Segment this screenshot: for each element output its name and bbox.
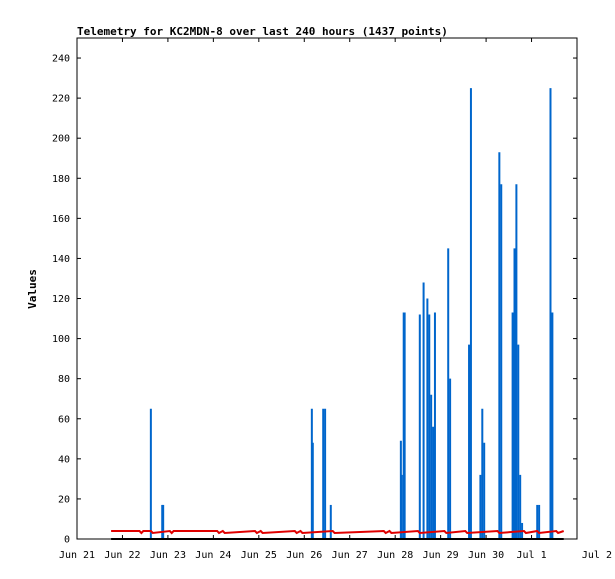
y-tick-label: 220 — [52, 94, 70, 105]
y-tick-label: 20 — [58, 494, 70, 505]
series-spikes — [149, 88, 554, 539]
x-tick-label: Jun 23 — [150, 550, 186, 561]
x-tick-label: Jun 24 — [195, 550, 231, 561]
y-tick-label: 120 — [52, 294, 70, 305]
series-line-1 — [111, 529, 565, 535]
x-tick-label: Jul 1 — [516, 550, 546, 561]
x-tick-label: Jun 27 — [332, 550, 368, 561]
x-tick-label: Jun 26 — [286, 550, 322, 561]
y-axis: 0 20 40 60 80 100 120 140 160 180 200 220 240 — [52, 54, 577, 546]
y-tick-label: 0 — [64, 535, 70, 546]
series-layer — [111, 88, 565, 540]
y-tick-label: 200 — [52, 134, 70, 145]
x-tick-label: Jun 30 — [468, 550, 504, 561]
y-tick-label: 180 — [52, 174, 70, 185]
x-tick-label: Jun 28 — [377, 550, 413, 561]
plot-frame — [76, 37, 578, 540]
y-tick-label: 60 — [58, 414, 70, 425]
y-tick-label: 240 — [52, 54, 70, 65]
y-axis-label: Values — [26, 269, 39, 309]
y-tick-label: 100 — [52, 334, 70, 345]
y-tick-label: 40 — [58, 454, 70, 465]
y-tick-label: 160 — [52, 214, 70, 225]
y-tick-label: 80 — [58, 374, 70, 385]
x-axis: Jun 21 Jun 22 Jun 23 Jun 24 Jun 25 Jun 26 Jun … — [59, 38, 612, 561]
chart-title: Telemetry for KC2MDN-8 over last 240 hou… — [77, 25, 448, 38]
x-tick-label: Jun 29 — [423, 550, 459, 561]
x-tick-label: Jun 25 — [241, 550, 277, 561]
x-tick-label: Jun 21 — [59, 550, 95, 561]
x-tick-label: Jun 22 — [104, 550, 140, 561]
x-tick-label: Jul 2 — [582, 550, 612, 561]
y-tick-label: 140 — [52, 254, 70, 265]
